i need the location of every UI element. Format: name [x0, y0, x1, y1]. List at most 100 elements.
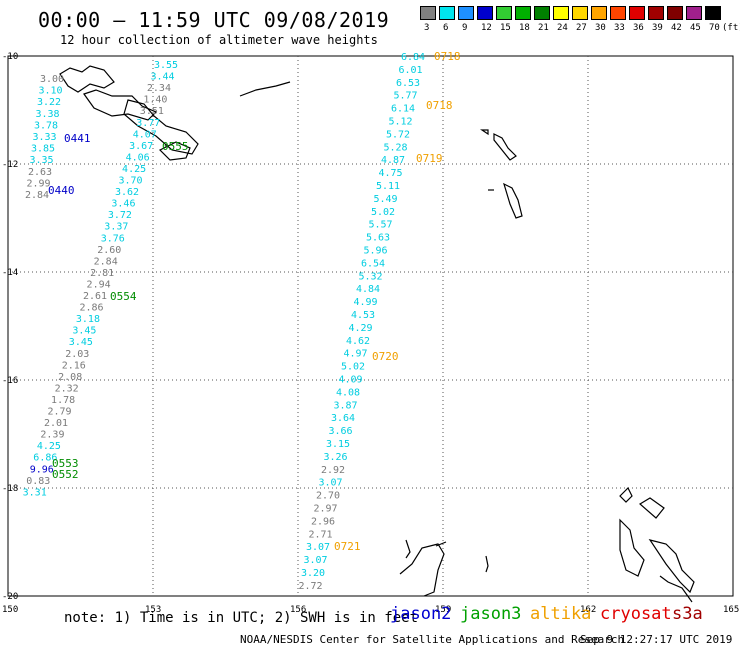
swh-value-west: 3.70	[119, 176, 143, 187]
lon-tick-label: 159	[435, 605, 451, 615]
map-frame	[7, 55, 734, 597]
swh-value-west: 4.25	[37, 441, 61, 452]
swh-value-west: 2.86	[79, 303, 103, 314]
legend-label: 42	[671, 23, 682, 33]
legend-swatch-42	[667, 6, 683, 20]
swh-value-west: 2.39	[40, 430, 64, 441]
swh-value-east: 4.99	[354, 297, 378, 308]
coastline	[123, 99, 199, 155]
swh-value-east: 4.84	[356, 284, 380, 295]
swh-value-east: 6.53	[396, 78, 420, 89]
swh-value-east: 2.92	[321, 465, 345, 476]
swh-value-west: 2.34	[147, 83, 171, 94]
swh-value-west: 3.77	[136, 118, 160, 129]
legend-label: 36	[633, 23, 644, 33]
coastline	[399, 543, 445, 597]
lat-tick-label: -18	[2, 484, 18, 494]
legend-label: 3	[424, 23, 430, 33]
lat-tick-label: -10	[2, 52, 18, 62]
swh-value-west: 3.76	[101, 233, 125, 244]
satellite-label-jason2: jason2	[390, 604, 452, 624]
swh-value-east: 2.97	[314, 504, 338, 515]
swh-value-east: 5.72	[386, 129, 410, 140]
swh-value-west-upper: 3.38	[36, 109, 60, 120]
swh-value-west-upper: 3.85	[31, 144, 55, 155]
swh-value-west: 2.94	[87, 279, 111, 290]
pass-time-label: 0441	[64, 132, 91, 145]
swh-value-west: 1.78	[51, 395, 75, 406]
legend-label: 6	[443, 23, 449, 33]
swh-value-east: 2.96	[311, 516, 335, 527]
swh-value-west: 4.06	[126, 152, 150, 163]
swh-value-east: 5.96	[364, 246, 388, 257]
legend-label: 27	[576, 23, 587, 33]
swh-value-east: 5.28	[384, 142, 408, 153]
swh-value-west: 2.60	[97, 245, 121, 256]
lon-tick-label: 165	[723, 605, 739, 615]
swh-value-west-upper: 2.99	[27, 178, 51, 189]
pass-time-label: 0718	[426, 99, 453, 112]
swh-value-east: 5.57	[369, 220, 393, 231]
coastline	[480, 129, 489, 136]
swh-value-east: 5.77	[394, 91, 418, 102]
swh-value-east: 3.26	[324, 452, 348, 463]
swh-value-west-upper: 3.00	[40, 74, 64, 85]
legend-label: 12	[481, 23, 492, 33]
coastline	[485, 555, 489, 573]
swh-value-east: 3.20	[301, 568, 325, 579]
swh-value-west: 3.45	[72, 326, 96, 337]
map-subtitle: 12 hour collection of altimeter wave hei…	[60, 33, 378, 47]
legend-label: 24	[557, 23, 568, 33]
lon-tick-label: 153	[145, 605, 161, 615]
lon-tick-label: 150	[2, 605, 18, 615]
swh-value-west: 2.84	[94, 256, 118, 267]
pass-time-label: 0440	[48, 184, 75, 197]
swh-value-west: 3.62	[115, 187, 139, 198]
swh-value-west: 2.01	[44, 418, 68, 429]
satellite-label-s3a: s3a	[672, 604, 703, 624]
swh-value-east: 6.01	[399, 65, 423, 76]
legend-label: 15	[500, 23, 511, 33]
swh-value-east: 3.64	[331, 413, 355, 424]
coastline	[59, 65, 115, 93]
swh-value-west: 4.25	[122, 164, 146, 175]
swh-value-east: 6.14	[391, 104, 415, 115]
coastline	[503, 182, 523, 219]
swh-value-west-upper: 3.33	[33, 132, 57, 143]
swh-value-west: 2.61	[83, 291, 107, 302]
lat-tick-label: -12	[2, 160, 18, 170]
legend-swatch-39	[648, 6, 664, 20]
coastline	[659, 575, 693, 603]
swh-value-east: 4.87	[381, 155, 405, 166]
legend-swatch-45	[686, 6, 702, 20]
coastline	[648, 539, 695, 594]
swh-value-east: 3.07	[304, 555, 328, 566]
swh-value-east: 3.87	[334, 400, 358, 411]
satellite-label-cryosat: cryosat	[600, 604, 672, 624]
swh-value-west-upper: 3.78	[34, 120, 58, 131]
legend-swatch-27	[572, 6, 588, 20]
swh-value-east: 2.70	[316, 491, 340, 502]
legend-label: 18	[519, 23, 530, 33]
swh-value-west: 2.32	[55, 383, 79, 394]
legend-unit: (ft)	[722, 23, 740, 33]
swh-value-east: 5.02	[371, 207, 395, 218]
coastline	[493, 133, 517, 161]
swh-value-west-upper: 2.84	[25, 190, 49, 201]
legend-label: 21	[538, 23, 549, 33]
swh-value-east: 4.62	[346, 336, 370, 347]
swh-value-east: 3.07	[306, 542, 330, 553]
swh-value-east: 4.75	[379, 168, 403, 179]
satellite-label-jason3: jason3	[460, 604, 522, 624]
legend-swatch-70	[705, 6, 721, 20]
swh-value-west: 4.07	[133, 129, 157, 140]
lat-tick-label: -14	[2, 268, 18, 278]
swh-value-east: 5.11	[376, 181, 400, 192]
lat-tick-label: -20	[2, 592, 18, 602]
pass-time-label: 0719	[416, 152, 443, 165]
swh-value-west: 3.51	[140, 106, 164, 117]
swh-value-east: 4.29	[349, 323, 373, 334]
swh-value-west: 0.83	[26, 476, 50, 487]
swh-value-east: 6.84	[401, 52, 425, 63]
swh-value-east: 4.09	[339, 375, 363, 386]
